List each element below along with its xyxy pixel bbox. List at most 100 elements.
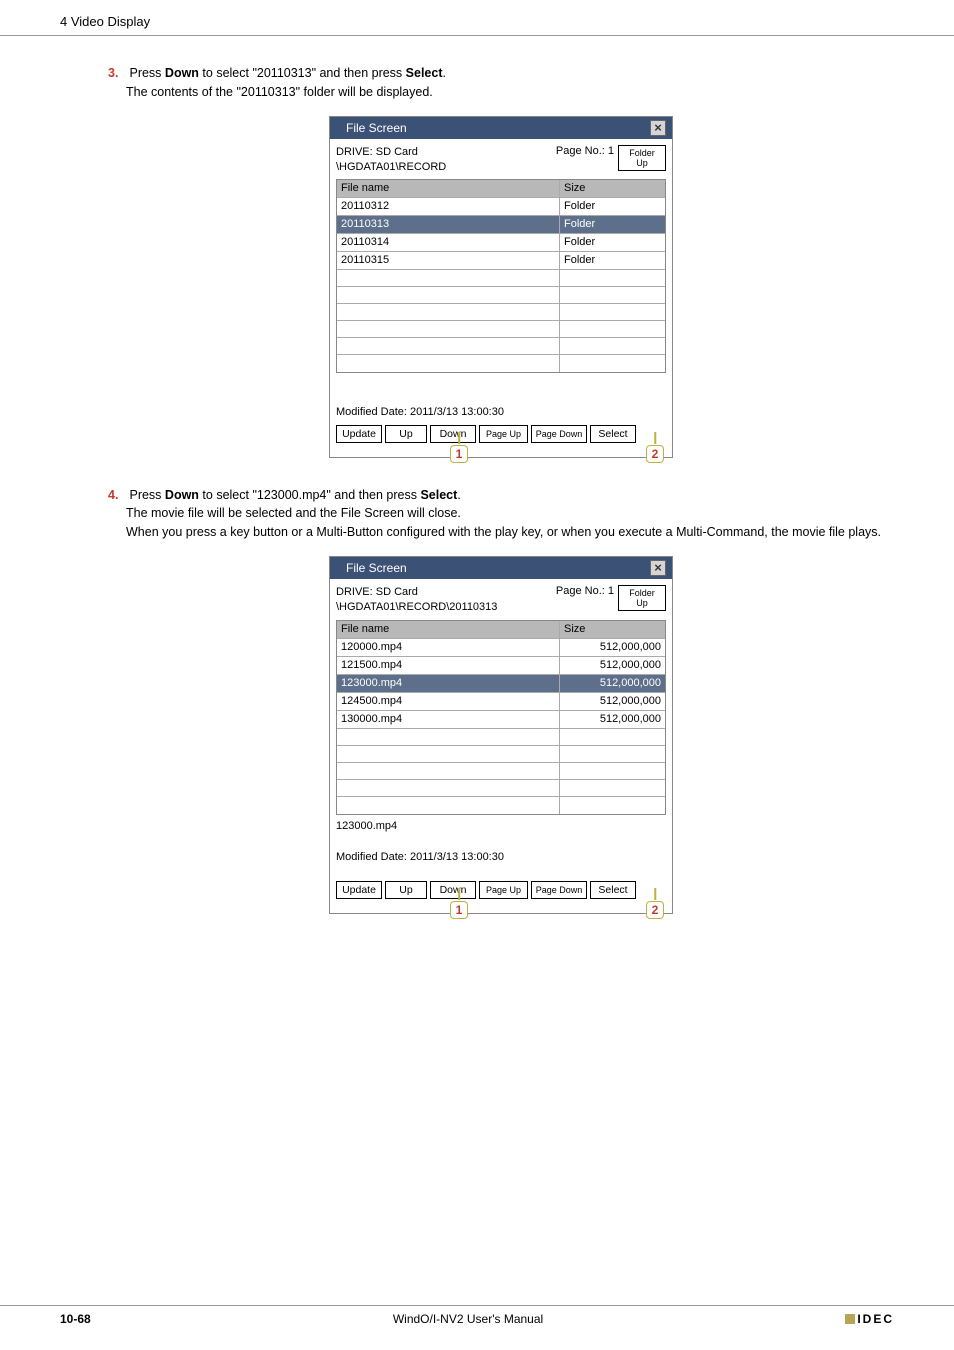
folder-up-button[interactable]: Folder Up bbox=[618, 145, 666, 171]
file-name-cell bbox=[337, 780, 560, 796]
file-name-cell bbox=[337, 355, 560, 372]
down-button[interactable]: Down bbox=[430, 881, 476, 899]
table-row[interactable] bbox=[337, 746, 665, 763]
file-table: File name Size 120000.mp4 512,000,000 12… bbox=[336, 620, 666, 815]
table-row[interactable]: 20110315 Folder bbox=[337, 252, 665, 270]
step-3: 3. Press Down to select "20110313" and t… bbox=[126, 64, 894, 102]
table-row[interactable] bbox=[337, 763, 665, 780]
file-name-cell bbox=[337, 729, 560, 745]
dialog-titlebar: File Screen × bbox=[330, 117, 672, 139]
file-size-cell bbox=[560, 338, 665, 354]
up-button[interactable]: Up bbox=[385, 425, 427, 443]
info-area: 123000.mp4 Modified Date: 2011/3/13 13:0… bbox=[336, 819, 666, 877]
dialog-titlebar: File Screen × bbox=[330, 557, 672, 579]
page-number-label: Page No.: 1 bbox=[556, 145, 614, 157]
page-down-button[interactable]: Page Down bbox=[531, 425, 587, 443]
file-size-cell: Folder bbox=[560, 216, 665, 233]
file-size-cell bbox=[560, 270, 665, 286]
page-up-button[interactable]: Page Up bbox=[479, 881, 528, 899]
section-label: 4 Video Display bbox=[60, 14, 150, 29]
footer-title: WindO/I-NV2 User's Manual bbox=[91, 1312, 846, 1326]
file-name-cell bbox=[337, 270, 560, 286]
file-name-cell: 20110312 bbox=[337, 198, 560, 215]
step-4-text: Press Down to select "123000.mp4" and th… bbox=[129, 488, 460, 502]
table-row[interactable]: 121500.mp4 512,000,000 bbox=[337, 657, 665, 675]
table-row[interactable] bbox=[337, 797, 665, 814]
col-size: Size bbox=[560, 621, 665, 638]
file-size-cell bbox=[560, 797, 665, 814]
step-4-sub2: When you press a key button or a Multi-B… bbox=[126, 523, 894, 542]
page-down-button[interactable]: Page Down bbox=[531, 881, 587, 899]
file-name-cell: 20110313 bbox=[337, 216, 560, 233]
select-button[interactable]: Select bbox=[590, 425, 636, 443]
button-row: Update Up Down Page Up Page Down Select … bbox=[330, 423, 672, 457]
file-size-cell: 512,000,000 bbox=[560, 675, 665, 692]
file-size-cell: 512,000,000 bbox=[560, 639, 665, 656]
table-row[interactable] bbox=[337, 270, 665, 287]
file-size-cell bbox=[560, 304, 665, 320]
file-name-cell bbox=[337, 321, 560, 337]
table-row[interactable]: 20110312 Folder bbox=[337, 198, 665, 216]
table-header: File name Size bbox=[337, 180, 665, 198]
table-row[interactable] bbox=[337, 355, 665, 372]
step-3-text: Press Down to select "20110313" and then… bbox=[129, 66, 446, 80]
table-row[interactable]: 20110313 Folder bbox=[337, 216, 665, 234]
callout-1: 1 bbox=[450, 901, 468, 919]
modified-date: Modified Date: 2011/3/13 13:00:30 bbox=[336, 850, 666, 865]
table-row[interactable]: 130000.mp4 512,000,000 bbox=[337, 711, 665, 729]
file-size-cell: 512,000,000 bbox=[560, 711, 665, 728]
update-button[interactable]: Update bbox=[336, 425, 382, 443]
page-up-button[interactable]: Page Up bbox=[479, 425, 528, 443]
table-row[interactable] bbox=[337, 780, 665, 797]
col-size: Size bbox=[560, 180, 665, 197]
file-name-cell bbox=[337, 763, 560, 779]
step-3-num: 3. bbox=[108, 64, 126, 83]
file-size-cell: Folder bbox=[560, 252, 665, 269]
step-3-sub: The contents of the "20110313" folder wi… bbox=[126, 83, 894, 102]
table-row[interactable] bbox=[337, 338, 665, 355]
file-size-cell: Folder bbox=[560, 234, 665, 251]
file-size-cell bbox=[560, 746, 665, 762]
table-row[interactable]: 124500.mp4 512,000,000 bbox=[337, 693, 665, 711]
col-file-name: File name bbox=[337, 621, 560, 638]
table-row[interactable] bbox=[337, 304, 665, 321]
up-button[interactable]: Up bbox=[385, 881, 427, 899]
table-row[interactable]: 123000.mp4 512,000,000 bbox=[337, 675, 665, 693]
file-screen-dialog-2: File Screen × DRIVE: SD Card \HGDATA01\R… bbox=[329, 556, 673, 914]
file-name-cell: 124500.mp4 bbox=[337, 693, 560, 710]
file-size-cell bbox=[560, 780, 665, 796]
step-4: 4. Press Down to select "123000.mp4" and… bbox=[126, 486, 894, 542]
file-size-cell bbox=[560, 321, 665, 337]
dialog-title: File Screen bbox=[336, 121, 650, 135]
page-header: 4 Video Display bbox=[0, 0, 954, 36]
file-size-cell: 512,000,000 bbox=[560, 693, 665, 710]
close-icon[interactable]: × bbox=[650, 560, 666, 576]
info-area: Modified Date: 2011/3/13 13:00:30 bbox=[336, 377, 666, 420]
file-name-cell: 20110315 bbox=[337, 252, 560, 269]
folder-up-button[interactable]: Folder Up bbox=[618, 585, 666, 611]
table-row[interactable] bbox=[337, 287, 665, 304]
select-button[interactable]: Select bbox=[590, 881, 636, 899]
table-row[interactable] bbox=[337, 321, 665, 338]
drive-info: DRIVE: SD Card \HGDATA01\RECORD bbox=[336, 145, 556, 176]
page-number: 10-68 bbox=[60, 1312, 91, 1326]
step-4-num: 4. bbox=[108, 486, 126, 505]
file-table: File name Size 20110312 Folder 20110313 … bbox=[336, 179, 666, 373]
file-name-cell bbox=[337, 287, 560, 303]
file-size-cell bbox=[560, 729, 665, 745]
down-button[interactable]: Down bbox=[430, 425, 476, 443]
callout-1: 1 bbox=[450, 445, 468, 463]
file-name-cell: 120000.mp4 bbox=[337, 639, 560, 656]
table-row[interactable]: 20110314 Folder bbox=[337, 234, 665, 252]
file-size-cell bbox=[560, 287, 665, 303]
table-row[interactable]: 120000.mp4 512,000,000 bbox=[337, 639, 665, 657]
table-row[interactable] bbox=[337, 729, 665, 746]
file-name-cell bbox=[337, 304, 560, 320]
col-file-name: File name bbox=[337, 180, 560, 197]
file-name-cell: 130000.mp4 bbox=[337, 711, 560, 728]
file-size-cell bbox=[560, 355, 665, 372]
table-header: File name Size bbox=[337, 621, 665, 639]
file-screen-dialog-1: File Screen × DRIVE: SD Card \HGDATA01\R… bbox=[329, 116, 673, 458]
update-button[interactable]: Update bbox=[336, 881, 382, 899]
close-icon[interactable]: × bbox=[650, 120, 666, 136]
